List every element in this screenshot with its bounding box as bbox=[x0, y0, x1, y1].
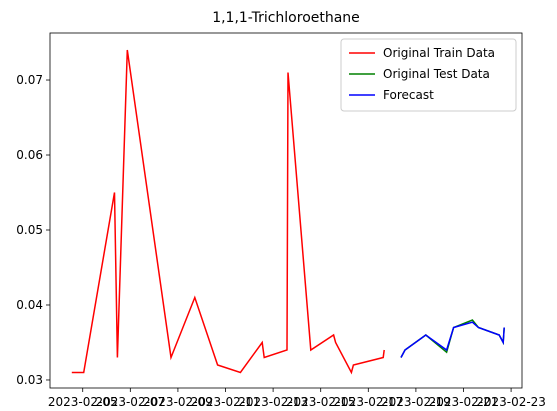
chart-title: 1,1,1-Trichloroethane bbox=[212, 10, 360, 26]
x-tick-label: 2023-02-13 bbox=[238, 395, 308, 409]
line bbox=[71, 49, 385, 375]
y-tick-label: 0.06 bbox=[16, 148, 43, 162]
x-tick-label: 2023-02-11 bbox=[191, 395, 261, 409]
legend-box bbox=[340, 38, 517, 112]
legend-label: Forecast bbox=[383, 88, 434, 102]
y-tick-label: 0.04 bbox=[16, 298, 43, 312]
x-tick-label: 2023-02-23 bbox=[476, 395, 546, 409]
line bbox=[400, 319, 505, 358]
plot-frame bbox=[49, 32, 523, 389]
line bbox=[400, 321, 505, 358]
legend-label: Original Test Data bbox=[383, 67, 490, 81]
y-tick-label: 0.05 bbox=[16, 223, 43, 237]
x-tick-label: 2023-02-17 bbox=[333, 395, 403, 409]
x-tick-label: 2023-02-05 bbox=[48, 395, 118, 409]
x-tick-label: 2023-02-07 bbox=[95, 395, 165, 409]
legend-label: Original Train Data bbox=[383, 46, 495, 60]
y-tick-label: 0.03 bbox=[16, 373, 43, 387]
x-tick-label: 2023-02-09 bbox=[143, 395, 213, 409]
x-tick-label: 2023-02-19 bbox=[381, 395, 451, 409]
x-tick-label: 2023-02-21 bbox=[429, 395, 499, 409]
x-tick-label: 2023-02-15 bbox=[286, 395, 356, 409]
y-tick-label: 0.07 bbox=[16, 73, 43, 87]
